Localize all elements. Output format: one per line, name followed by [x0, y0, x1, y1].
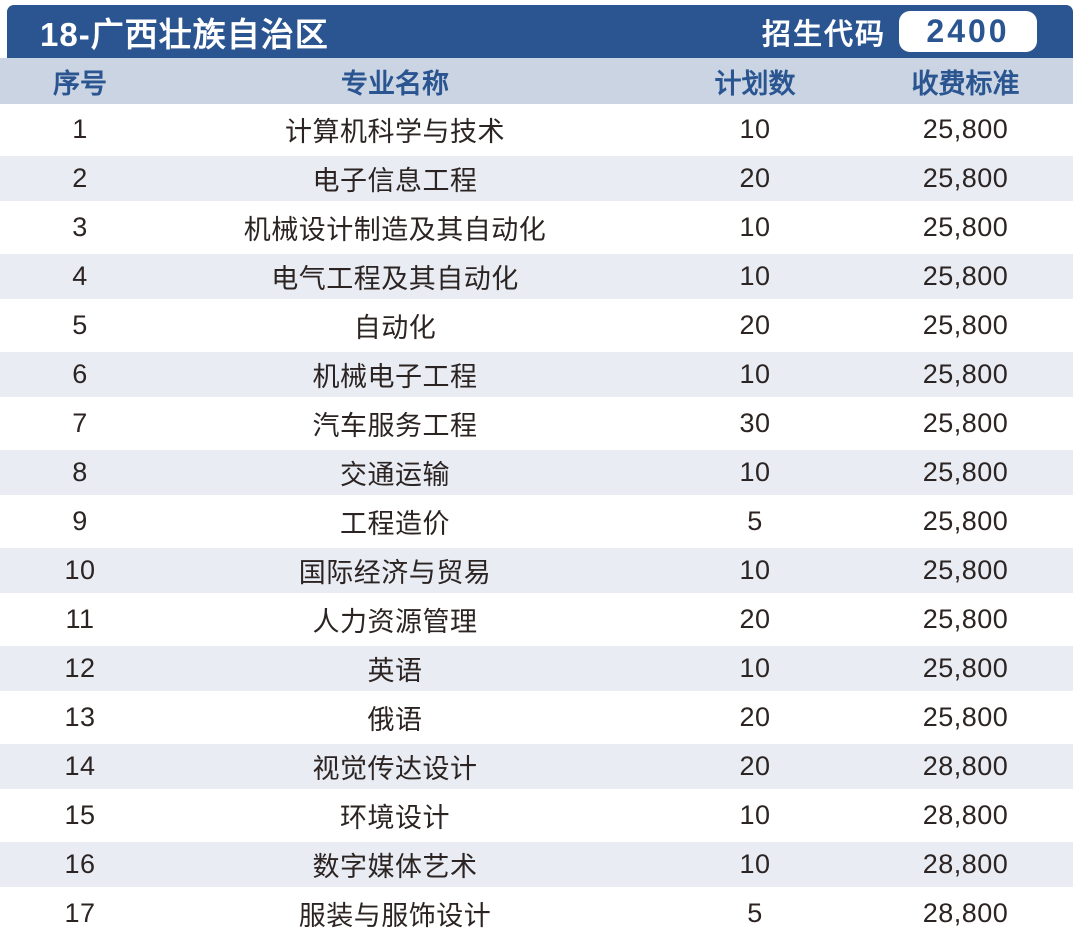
plan-count-cell: 10: [630, 791, 880, 842]
plan-count-cell: 10: [630, 644, 880, 695]
row-number-cell: 2: [0, 154, 160, 205]
admission-code-badge: 2400: [899, 11, 1037, 52]
column-header-plan: 计划数: [630, 58, 880, 107]
majors-plan-table: 序号 专业名称 计划数 收费标准 1 计算机科学与技术 10 25,800 2 …: [0, 58, 1073, 936]
row-number-cell: 17: [0, 889, 160, 936]
region-title-bar: 18-广西壮族自治区 招生代码 2400: [7, 5, 1073, 58]
fee-standard-cell: 25,800: [880, 644, 1073, 695]
region-title: 18-广西壮族自治区: [40, 15, 329, 53]
table-header-row: 序号 专业名称 计划数 收费标准: [0, 58, 1073, 107]
admission-code-group: 招生代码 2400: [762, 11, 1037, 53]
row-number-cell: 4: [0, 252, 160, 303]
table-row: 17 服装与服饰设计 5 28,800: [0, 889, 1073, 936]
fee-standard-cell: 25,800: [880, 301, 1073, 352]
major-name-cell: 计算机科学与技术: [160, 105, 630, 156]
table-row: 10 国际经济与贸易 10 25,800: [0, 546, 1073, 597]
major-name-cell: 英语: [160, 644, 630, 695]
major-name-cell: 交通运输: [160, 448, 630, 499]
plan-count-cell: 10: [630, 105, 880, 156]
fee-standard-cell: 25,800: [880, 252, 1073, 303]
fee-standard-cell: 28,800: [880, 889, 1073, 936]
row-number-cell: 9: [0, 497, 160, 548]
plan-count-cell: 10: [630, 448, 880, 499]
major-name-cell: 电子信息工程: [160, 154, 630, 205]
row-number-cell: 3: [0, 203, 160, 254]
fee-standard-cell: 25,800: [880, 350, 1073, 401]
table-body: 1 计算机科学与技术 10 25,800 2 电子信息工程 20 25,800 …: [0, 105, 1073, 936]
fee-standard-cell: 25,800: [880, 203, 1073, 254]
fee-standard-cell: 28,800: [880, 791, 1073, 842]
plan-count-cell: 20: [630, 301, 880, 352]
fee-standard-cell: 25,800: [880, 546, 1073, 597]
table-row: 6 机械电子工程 10 25,800: [0, 350, 1073, 401]
row-number-cell: 1: [0, 105, 160, 156]
row-number-cell: 16: [0, 840, 160, 891]
fee-standard-cell: 28,800: [880, 840, 1073, 891]
column-header-major: 专业名称: [160, 58, 630, 107]
major-name-cell: 服装与服饰设计: [160, 889, 630, 936]
column-header-no: 序号: [0, 58, 160, 107]
plan-count-cell: 20: [630, 154, 880, 205]
table-row: 11 人力资源管理 20 25,800: [0, 595, 1073, 646]
fee-standard-cell: 25,800: [880, 448, 1073, 499]
major-name-cell: 数字媒体艺术: [160, 840, 630, 891]
table-row: 1 计算机科学与技术 10 25,800: [0, 105, 1073, 156]
fee-standard-cell: 25,800: [880, 693, 1073, 744]
fee-standard-cell: 25,800: [880, 595, 1073, 646]
fee-standard-cell: 25,800: [880, 154, 1073, 205]
table-row: 5 自动化 20 25,800: [0, 301, 1073, 352]
row-number-cell: 8: [0, 448, 160, 499]
major-name-cell: 工程造价: [160, 497, 630, 548]
major-name-cell: 俄语: [160, 693, 630, 744]
column-header-fee: 收费标准: [880, 58, 1073, 107]
major-name-cell: 自动化: [160, 301, 630, 352]
plan-count-cell: 10: [630, 203, 880, 254]
major-name-cell: 机械电子工程: [160, 350, 630, 401]
major-name-cell: 人力资源管理: [160, 595, 630, 646]
major-name-cell: 电气工程及其自动化: [160, 252, 630, 303]
row-number-cell: 10: [0, 546, 160, 597]
plan-count-cell: 30: [630, 399, 880, 450]
plan-count-cell: 20: [630, 742, 880, 793]
table-row: 12 英语 10 25,800: [0, 644, 1073, 695]
table-row: 9 工程造价 5 25,800: [0, 497, 1073, 548]
table-row: 2 电子信息工程 20 25,800: [0, 154, 1073, 205]
row-number-cell: 7: [0, 399, 160, 450]
table-row: 16 数字媒体艺术 10 28,800: [0, 840, 1073, 891]
plan-count-cell: 10: [630, 252, 880, 303]
major-name-cell: 机械设计制造及其自动化: [160, 203, 630, 254]
row-number-cell: 11: [0, 595, 160, 646]
row-number-cell: 13: [0, 693, 160, 744]
table-row: 7 汽车服务工程 30 25,800: [0, 399, 1073, 450]
plan-count-cell: 5: [630, 497, 880, 548]
major-name-cell: 国际经济与贸易: [160, 546, 630, 597]
table-row: 8 交通运输 10 25,800: [0, 448, 1073, 499]
row-number-cell: 15: [0, 791, 160, 842]
fee-standard-cell: 25,800: [880, 105, 1073, 156]
table-row: 13 俄语 20 25,800: [0, 693, 1073, 744]
plan-count-cell: 10: [630, 840, 880, 891]
table-row: 15 环境设计 10 28,800: [0, 791, 1073, 842]
fee-standard-cell: 28,800: [880, 742, 1073, 793]
table-row: 3 机械设计制造及其自动化 10 25,800: [0, 203, 1073, 254]
row-number-cell: 6: [0, 350, 160, 401]
plan-count-cell: 10: [630, 350, 880, 401]
admission-code-label: 招生代码: [761, 18, 886, 51]
plan-count-cell: 10: [630, 546, 880, 597]
major-name-cell: 汽车服务工程: [160, 399, 630, 450]
major-name-cell: 环境设计: [160, 791, 630, 842]
table-row: 4 电气工程及其自动化 10 25,800: [0, 252, 1073, 303]
row-number-cell: 12: [0, 644, 160, 695]
row-number-cell: 14: [0, 742, 160, 793]
plan-count-cell: 5: [630, 889, 880, 936]
fee-standard-cell: 25,800: [880, 399, 1073, 450]
plan-count-cell: 20: [630, 595, 880, 646]
table-row: 14 视觉传达设计 20 28,800: [0, 742, 1073, 793]
plan-count-cell: 20: [630, 693, 880, 744]
major-name-cell: 视觉传达设计: [160, 742, 630, 793]
row-number-cell: 5: [0, 301, 160, 352]
fee-standard-cell: 25,800: [880, 497, 1073, 548]
